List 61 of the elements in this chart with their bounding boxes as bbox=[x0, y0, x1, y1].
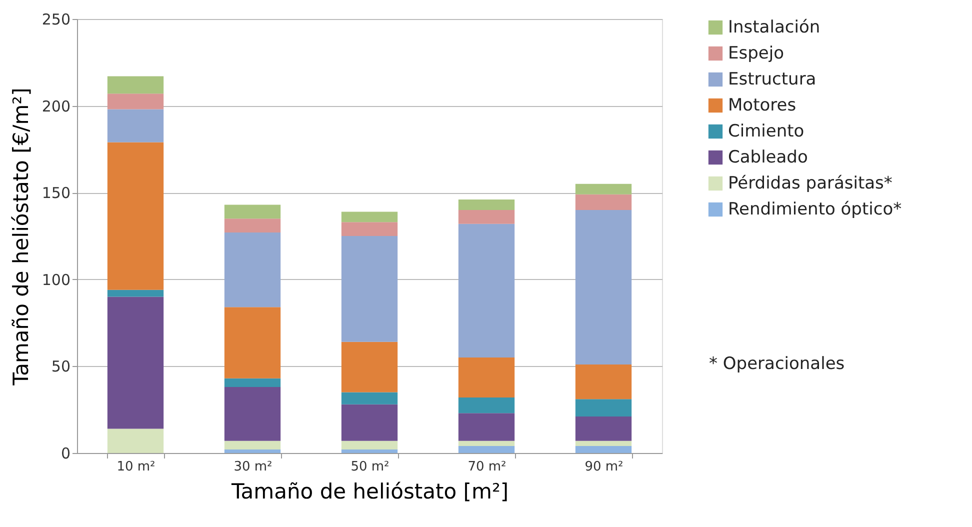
bar bbox=[224, 218, 281, 233]
y-tick-label: 50 bbox=[51, 358, 70, 376]
x-axis-title: Tamaño de helióstato [m²] bbox=[230, 480, 509, 504]
bar bbox=[458, 358, 515, 398]
bar bbox=[341, 212, 398, 222]
bar bbox=[341, 236, 398, 342]
bar bbox=[224, 378, 281, 388]
legend-label: Rendimiento óptico* bbox=[728, 200, 902, 220]
bar bbox=[341, 222, 398, 236]
legend-label: Instalación bbox=[728, 18, 820, 38]
bar bbox=[107, 290, 164, 297]
bar bbox=[458, 446, 515, 453]
x-tick-label: 50 m² bbox=[350, 460, 390, 474]
bar bbox=[458, 210, 515, 224]
bar bbox=[575, 194, 632, 210]
bar bbox=[224, 450, 281, 453]
bar bbox=[341, 450, 398, 453]
bar bbox=[224, 232, 281, 308]
bar bbox=[107, 428, 164, 453]
bar bbox=[341, 342, 398, 392]
bar bbox=[458, 413, 515, 441]
bar bbox=[341, 404, 398, 441]
legend-label: Pérdidas parásitas* bbox=[728, 174, 892, 194]
bar bbox=[224, 307, 281, 378]
bar bbox=[575, 416, 632, 441]
bar bbox=[575, 364, 632, 400]
bar bbox=[575, 184, 632, 194]
x-tick-label: 30 m² bbox=[234, 460, 272, 474]
y-tick-label: 150 bbox=[42, 184, 70, 202]
x-tick-label: 70 m² bbox=[468, 460, 506, 474]
bar bbox=[341, 392, 398, 404]
y-axis-title: Tamaño de helióstato [€/m²] bbox=[8, 88, 33, 386]
legend-label: Estructura bbox=[728, 70, 816, 90]
y-tick-label: 100 bbox=[42, 270, 70, 289]
legend-label: Motores bbox=[728, 96, 796, 116]
bar bbox=[341, 440, 398, 450]
legend-label: Cableado bbox=[728, 148, 808, 168]
text: * Operacionales bbox=[709, 354, 845, 374]
bar bbox=[575, 446, 632, 453]
y-tick-label: 250 bbox=[42, 10, 70, 28]
y-tick-label: 0 bbox=[60, 444, 70, 462]
bar bbox=[224, 387, 281, 441]
bar bbox=[107, 109, 164, 142]
x-tick-label: 90 m² bbox=[584, 460, 624, 474]
bar bbox=[224, 204, 281, 219]
bar bbox=[224, 440, 281, 450]
bar bbox=[575, 399, 632, 417]
bar bbox=[107, 142, 164, 290]
bar bbox=[107, 296, 164, 429]
bar bbox=[107, 76, 164, 94]
legend-label: Cimiento bbox=[728, 122, 804, 142]
bar bbox=[458, 224, 515, 358]
bar bbox=[458, 200, 515, 210]
bar bbox=[575, 210, 632, 364]
bar bbox=[575, 440, 632, 446]
legend-label: Espejo bbox=[728, 44, 784, 64]
bar bbox=[107, 94, 164, 110]
y-tick-label: 200 bbox=[42, 97, 70, 116]
x-tick-label: 10 m² bbox=[116, 460, 156, 474]
bar bbox=[458, 440, 515, 446]
bar bbox=[458, 397, 515, 414]
